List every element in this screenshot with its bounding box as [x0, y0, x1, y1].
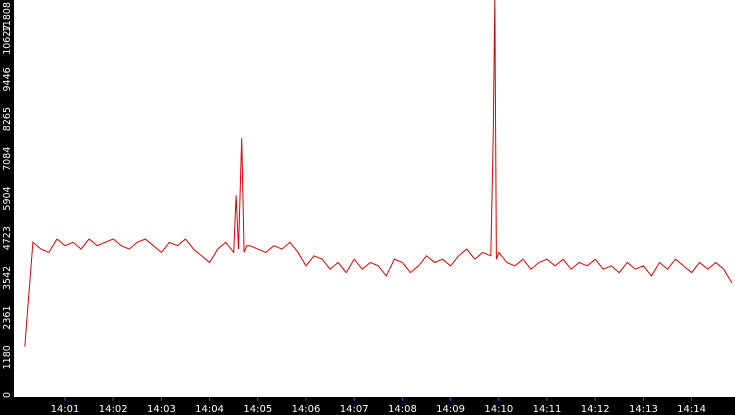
y-tick-label: 2361: [2, 306, 13, 330]
series-line: [24, 0, 733, 347]
x-axis-tick-labels: 14:01 14:02 14:03 14:04 14:05 14:06 14:07 14:08…: [51, 404, 706, 415]
y-tick-label: 5904: [2, 186, 13, 210]
x-tick-label: 14:11: [533, 404, 562, 415]
y-tick-label: 3542: [2, 266, 13, 290]
x-tick-label: 14:04: [195, 404, 224, 415]
y-tick-label: 10627: [2, 25, 13, 55]
x-tick-label: 14:06: [292, 404, 321, 415]
y-tick-label: 8265: [2, 107, 13, 131]
x-tick-label: 14:03: [147, 404, 176, 415]
x-tick-label: 14:02: [99, 404, 128, 415]
x-tick-label: 14:01: [51, 404, 80, 415]
y-axis-strip: [0, 0, 14, 401]
y-tick-label: 7084: [2, 147, 13, 171]
x-tick-label: 14:08: [388, 404, 417, 415]
y-tick-label: 0: [2, 392, 13, 398]
y-axis-tick-labels: 0 1180 2361 3542 4723 5904 7084 8265 9446 1062711…: [2, 2, 13, 398]
y-tick-label: 4723: [2, 226, 13, 250]
x-axis-tick-marks: [64, 397, 693, 401]
y-tick-label: 9446: [2, 67, 13, 91]
y-tick-label: 11808: [2, 2, 13, 32]
x-tick-label: 14:09: [436, 404, 465, 415]
x-tick-label: 14:07: [340, 404, 369, 415]
x-tick-label: 14:13: [629, 404, 658, 415]
x-tick-label: 14:10: [484, 404, 513, 415]
x-axis-strip: [0, 397, 735, 415]
y-tick-label: 1180: [2, 345, 13, 369]
x-tick-label: 14:14: [677, 404, 706, 415]
x-tick-label: 14:12: [581, 404, 610, 415]
x-tick-label: 14:05: [243, 404, 272, 415]
